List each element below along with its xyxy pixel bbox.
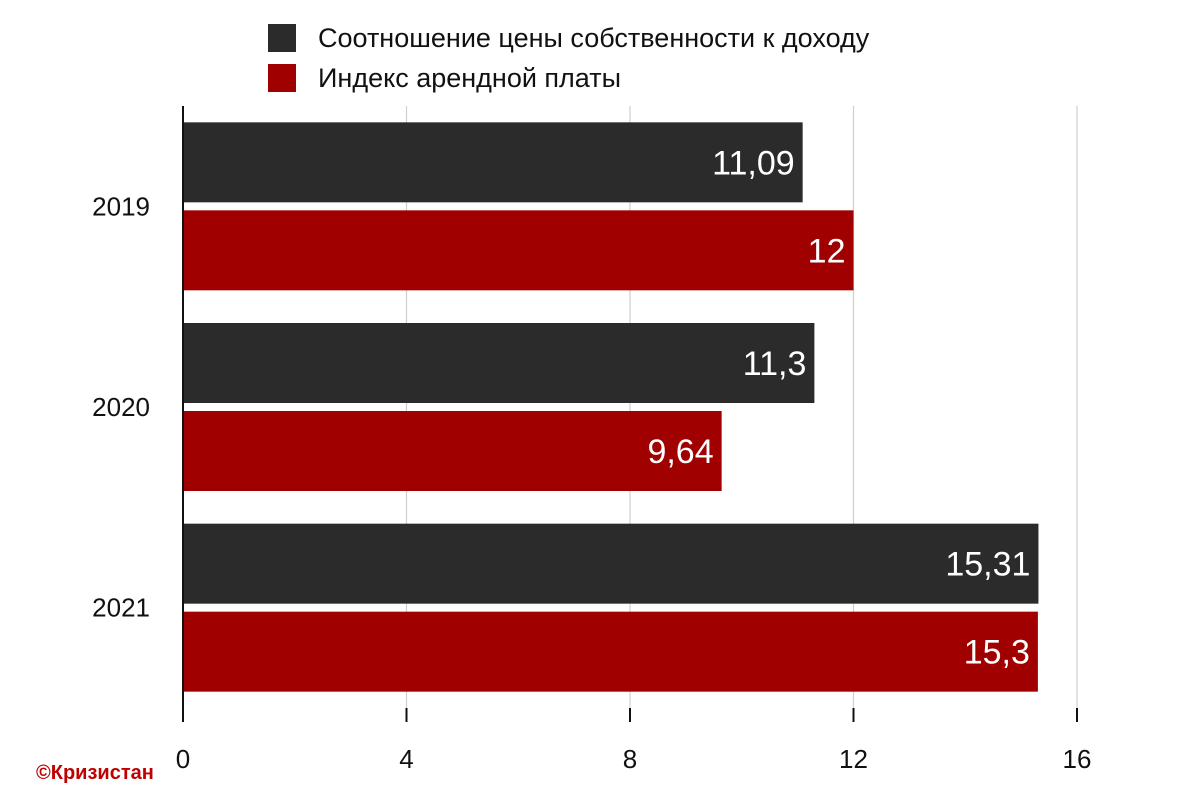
bar-label-2019-series-1: 12	[808, 232, 846, 270]
bar-label-2019-series-0: 11,09	[712, 144, 795, 182]
bar-label-2021-series-1: 15,3	[964, 634, 1030, 672]
bar-2019-series-0	[183, 122, 803, 203]
legend-item-rent-index: Индекс арендной платы	[268, 58, 869, 98]
bar-2020-series-1	[183, 411, 722, 491]
bar-label-2021-series-0: 15,31	[945, 546, 1030, 584]
bar-label-2020-series-0: 11,3	[743, 345, 807, 383]
bar-2021-series-0	[183, 523, 1039, 604]
y-tick-label-2019: 2019	[92, 191, 150, 221]
legend-item-price-to-income: Соотношение цены собственности к доходу	[268, 18, 869, 58]
x-tick-label-4: 4	[399, 744, 413, 774]
legend-swatch-rent-index	[268, 64, 296, 92]
y-tick-label-2021: 2021	[92, 593, 150, 623]
x-tick-label-8: 8	[623, 744, 637, 774]
bar-2019-series-1	[183, 210, 854, 291]
copyright-watermark: ©Кризистан	[36, 762, 154, 784]
y-tick-label-2020: 2020	[92, 392, 150, 422]
bar-label-2020-series-1: 9,64	[647, 433, 713, 471]
legend-label-price-to-income: Соотношение цены собственности к доходу	[318, 22, 870, 53]
x-tick-label-16: 16	[1063, 744, 1092, 774]
bar-2020-series-0	[183, 323, 815, 403]
x-tick-label-12: 12	[839, 744, 868, 774]
bar-2021-series-1	[183, 611, 1038, 692]
x-tick-label-0: 0	[176, 744, 190, 774]
legend-swatch-price-to-income	[268, 24, 296, 52]
legend: Соотношение цены собственности к доходу …	[268, 18, 869, 98]
legend-label-rent-index: Индекс арендной платы	[318, 62, 621, 93]
